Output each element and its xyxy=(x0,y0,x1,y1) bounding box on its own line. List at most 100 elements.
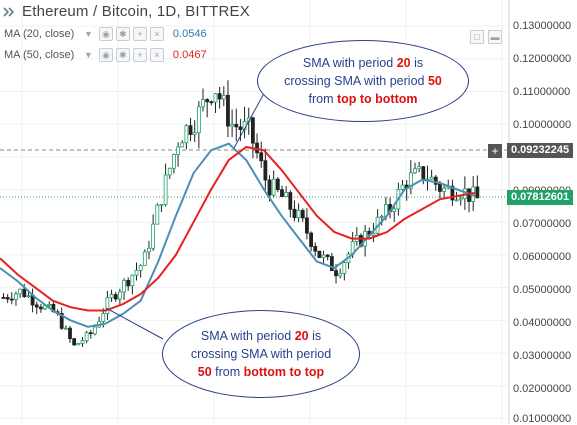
eye-icon[interactable]: ◉ xyxy=(99,48,113,62)
candle-body xyxy=(210,102,213,103)
candle-body xyxy=(139,266,142,271)
price-tick: 0.04000000 xyxy=(513,317,571,329)
candle-body xyxy=(118,292,121,299)
candle-body xyxy=(422,167,425,180)
candle-body xyxy=(272,179,275,195)
candle-body xyxy=(110,295,113,298)
candle-body xyxy=(14,294,17,300)
annotation-text: is xyxy=(411,56,424,70)
annotation-bubble-bottom[interactable]: SMA with period 20 is crossing SMA with … xyxy=(162,310,360,398)
candle-body xyxy=(102,314,105,322)
price-tick: 0.12000000 xyxy=(513,53,571,65)
candle-body xyxy=(93,327,96,334)
gear-icon[interactable]: ✱ xyxy=(116,48,130,62)
price-tick: 0.11000000 xyxy=(513,86,570,98)
candle-body xyxy=(280,190,283,197)
close-icon[interactable]: × xyxy=(150,48,164,62)
candle-body xyxy=(305,218,308,233)
candle-body xyxy=(181,143,184,147)
candle-body xyxy=(81,341,84,344)
annotation-highlight: 50 xyxy=(198,365,212,379)
annotation-highlight: 20 xyxy=(397,56,411,70)
candle-body xyxy=(185,126,188,143)
add-price-level-icon[interactable]: + xyxy=(488,144,502,158)
annotation-highlight: 20 xyxy=(295,329,309,343)
candle-body xyxy=(39,307,42,309)
price-tick: 0.06000000 xyxy=(513,251,571,263)
candle-body xyxy=(289,193,292,210)
chevron-down-icon[interactable]: ▼ xyxy=(84,29,93,39)
candle-body xyxy=(147,248,150,252)
indicator-value: 0.0467 xyxy=(173,49,207,61)
price-tick: 0.10000000 xyxy=(513,119,571,131)
price-tick: 0.13000000 xyxy=(513,20,571,32)
candle-body xyxy=(202,100,205,107)
candle-body xyxy=(35,305,38,307)
candle-body xyxy=(168,168,171,175)
candle-body xyxy=(152,224,155,248)
annotation-text: from xyxy=(212,365,244,379)
candle-body xyxy=(131,275,134,286)
candle-body xyxy=(48,304,51,305)
maximize-icon[interactable]: □ xyxy=(470,30,484,44)
candle-body xyxy=(438,184,441,191)
candle-body xyxy=(23,289,26,296)
annotation-text: crossing SMA with period xyxy=(191,347,331,361)
candle-body xyxy=(10,299,13,300)
candle-body xyxy=(85,333,88,341)
indicator-sma-20[interactable]: MA (20, close) ▼ ◉ ✱ + × 0.0546 xyxy=(4,27,207,41)
indicator-value: 0.0546 xyxy=(173,28,207,40)
minimize-icon[interactable]: ▬ xyxy=(488,30,502,44)
candle-body xyxy=(297,210,300,217)
candle-body xyxy=(459,199,462,200)
candle-body xyxy=(372,233,375,235)
candle-body xyxy=(69,328,72,338)
collapse-arrows-icon[interactable] xyxy=(2,5,16,19)
price-axis[interactable]: 0.13000000 0.12000000 0.11000000 0.10000… xyxy=(509,0,577,424)
candle-body xyxy=(322,255,325,258)
add-icon[interactable]: + xyxy=(133,48,147,62)
indicator-label: MA (20, close) xyxy=(4,28,88,40)
last-price-badge: 0.07812601 xyxy=(507,190,573,205)
add-icon[interactable]: + xyxy=(133,27,147,41)
chevron-down-icon[interactable]: ▼ xyxy=(84,50,93,60)
candle-body xyxy=(226,95,229,126)
candle-body xyxy=(77,343,80,344)
candle-body xyxy=(27,296,30,297)
sma-20-line xyxy=(0,144,475,327)
candle-body xyxy=(430,177,433,179)
candle-body xyxy=(339,273,342,275)
candle-body xyxy=(222,95,225,99)
indicator-label: MA (50, close) xyxy=(4,49,88,61)
annotation-text: is xyxy=(309,329,322,343)
gear-icon[interactable]: ✱ xyxy=(116,27,130,41)
candle-body xyxy=(127,280,130,285)
annotation-highlight: bottom to top xyxy=(244,365,325,379)
candle-body xyxy=(193,133,196,135)
annotation-text: crossing SMA with period xyxy=(284,74,428,88)
price-tick: 0.03000000 xyxy=(513,350,571,362)
candle-body xyxy=(239,127,242,130)
candle-body xyxy=(235,124,238,127)
candle-body xyxy=(326,255,329,257)
annotation-text: SMA with period xyxy=(303,56,397,70)
annotation-pointer-bottom xyxy=(106,308,163,339)
close-icon[interactable]: × xyxy=(150,27,164,41)
candle-body xyxy=(73,339,76,345)
candle-body xyxy=(143,252,146,266)
crosshair-price-badge: 0.09232245 xyxy=(507,143,573,158)
candle-body xyxy=(19,289,22,294)
candle-body xyxy=(156,205,159,224)
candle-body xyxy=(293,209,296,217)
candle-body xyxy=(197,107,200,133)
candle-body xyxy=(285,193,288,197)
candle-body xyxy=(123,280,126,292)
price-tick: 0.05000000 xyxy=(513,284,571,296)
annotation-bubble-top[interactable]: SMA with period 20 is crossing SMA with … xyxy=(257,40,469,122)
candle-body xyxy=(206,100,209,102)
candle-body xyxy=(260,153,263,161)
eye-icon[interactable]: ◉ xyxy=(99,27,113,41)
candle-body xyxy=(189,126,192,135)
indicator-sma-50[interactable]: MA (50, close) ▼ ◉ ✱ + × 0.0467 xyxy=(4,48,207,62)
candle-body xyxy=(476,187,479,198)
